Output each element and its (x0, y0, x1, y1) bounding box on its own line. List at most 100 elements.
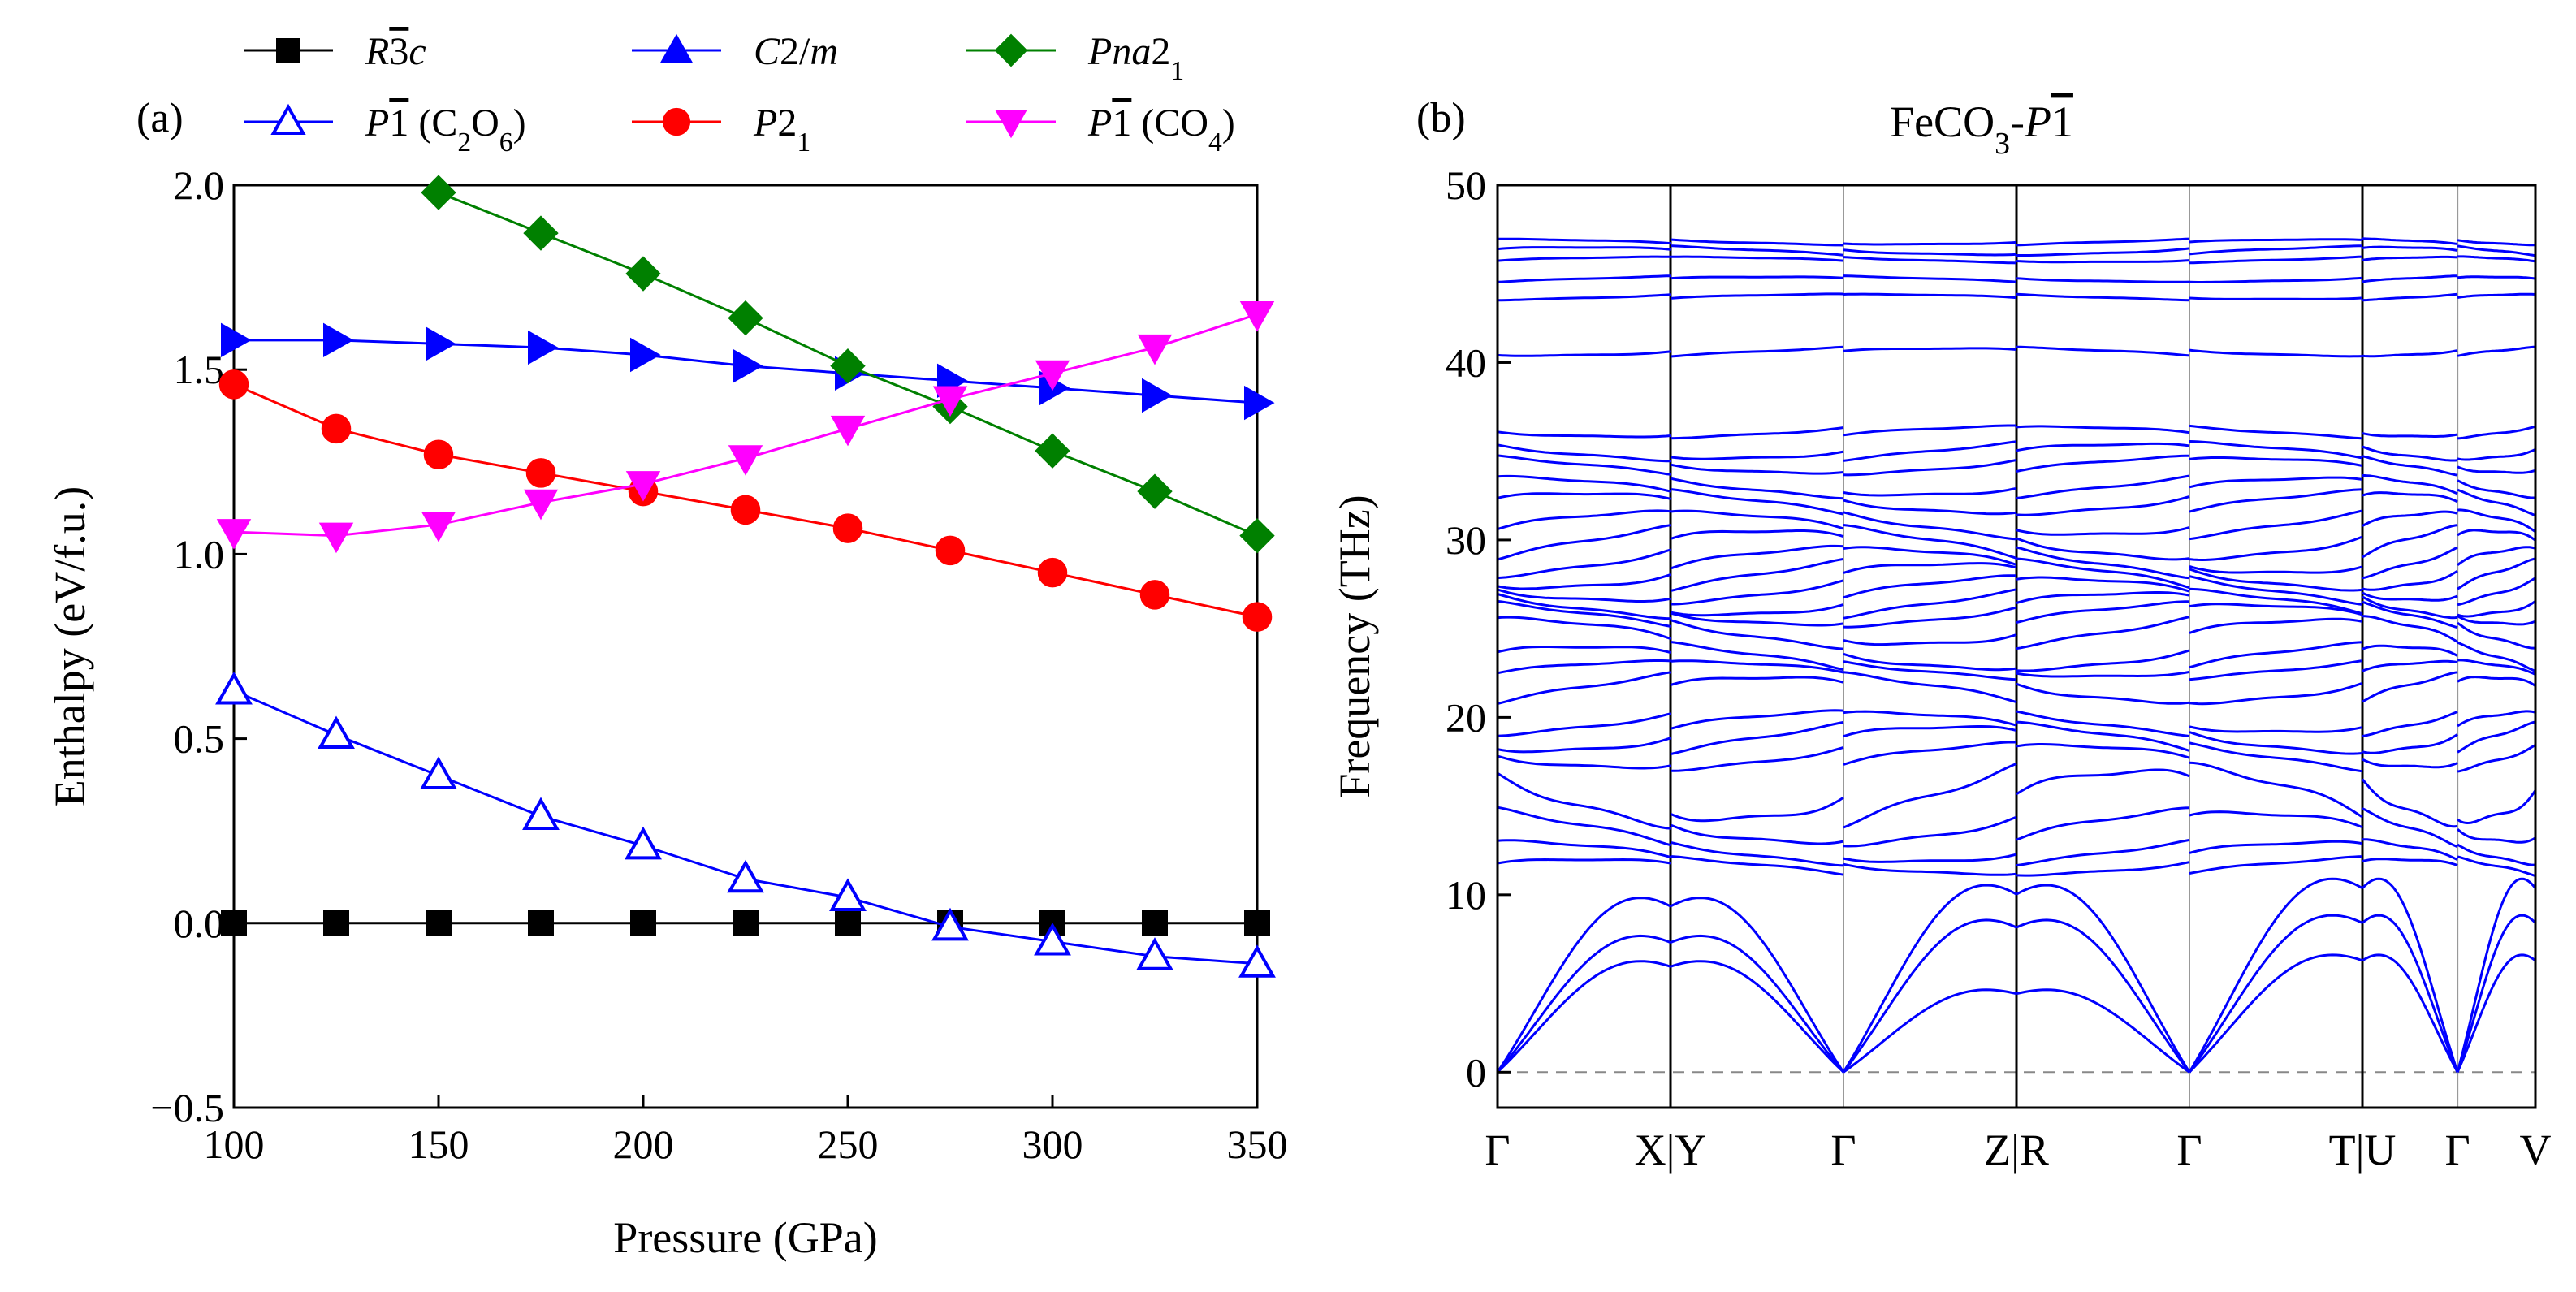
data-point (426, 326, 456, 361)
legend-marker (994, 33, 1028, 67)
data-point (321, 413, 352, 444)
data-point (522, 797, 560, 831)
data-point (1244, 385, 1275, 421)
data-point (728, 445, 763, 476)
series-3 (218, 369, 1273, 632)
optic-branch (1497, 659, 2536, 681)
k-point-label: Γ (1485, 1126, 1510, 1174)
data-point (830, 415, 866, 447)
optic-branch (1497, 641, 2536, 672)
data-point (426, 910, 452, 936)
x-tick-label: 250 (818, 1121, 879, 1167)
y-tick-label: 1.0 (174, 531, 225, 577)
data-point (528, 910, 554, 936)
phonon-dispersion-chart: (b) FeCO3-P1 Γ X|Y Γ Z|R Γ T|U Γ V 0 10 20 30 40 50 Fre… (1330, 95, 2552, 1174)
optic-branch (1497, 761, 2537, 830)
y-tick-label: 20 (1446, 694, 1486, 740)
data-point (727, 859, 764, 893)
x-tick-label: 150 (408, 1121, 469, 1167)
data-point (318, 522, 354, 554)
y-tick-label: 50 (1446, 162, 1486, 208)
data-point (421, 175, 456, 210)
data-point (1137, 473, 1173, 509)
data-point (625, 826, 662, 860)
data-point (1239, 301, 1275, 332)
optic-branch (1498, 292, 2536, 302)
panel-a-label: (a) (136, 95, 184, 141)
data-point (523, 489, 559, 521)
x-tick-label: 300 (1022, 1121, 1083, 1167)
y-tick-label: 0 (1466, 1049, 1486, 1095)
data-point (1136, 937, 1173, 970)
data-point (1035, 360, 1070, 391)
data-point (630, 910, 656, 936)
legend-entry: C2/m (632, 30, 838, 73)
y-axis-label: Frequency (THz) (1330, 495, 1379, 797)
optic-branch (1497, 237, 2535, 247)
data-point (420, 756, 457, 790)
y-tick-label: 0.0 (174, 901, 225, 946)
data-point (525, 458, 556, 488)
data-point (318, 715, 355, 750)
optic-branch (1497, 424, 2536, 440)
data-point (630, 337, 661, 373)
acoustic-branch (1496, 914, 2537, 1074)
optic-branch (1497, 574, 2536, 607)
optic-branch (1497, 244, 2536, 257)
optic-branch (1497, 806, 2536, 849)
optic-branch (1497, 508, 2536, 541)
optic-branch (1497, 454, 2536, 477)
optic-branch (1497, 474, 2535, 500)
data-point (733, 348, 763, 383)
plot-frame (1496, 184, 2537, 1109)
legend-label: Pna21 (1087, 30, 1184, 86)
series-0 (221, 910, 1270, 936)
data-point (1142, 910, 1168, 936)
optic-branch (1497, 440, 2536, 463)
legend-entry: R3c (244, 30, 426, 73)
k-point-label: Γ (1830, 1126, 1856, 1174)
data-point (728, 300, 763, 336)
x-tick-label: 200 (613, 1121, 674, 1167)
legend-label: P1 (CO4) (1087, 102, 1235, 158)
data-point (1238, 944, 1276, 978)
legend-marker (660, 33, 693, 63)
data-point (832, 513, 863, 543)
legend-label: P21 (753, 102, 810, 158)
data-point (733, 910, 759, 936)
data-point (932, 386, 968, 417)
data-point (625, 471, 661, 502)
optic-branch (1497, 720, 2536, 756)
legend-label: C2/m (754, 30, 838, 73)
optic-branch (1497, 345, 2536, 358)
data-point (215, 671, 253, 705)
optic-branch (1497, 488, 2536, 517)
optic-branch (1497, 599, 2536, 629)
data-point (323, 322, 354, 358)
optic-branch (1497, 838, 2535, 867)
legend-entry: Pna21 (966, 30, 1184, 86)
legend-label: P1 (C2O6) (365, 102, 526, 158)
data-point (528, 330, 559, 365)
data-point (1037, 557, 1068, 588)
data-point (1242, 602, 1273, 632)
y-tick-label: 40 (1446, 339, 1486, 385)
data-point (323, 910, 349, 936)
optic-branch (1497, 855, 2536, 877)
legend-marker (662, 107, 691, 136)
k-point-label: Γ (2176, 1126, 2202, 1174)
data-point (218, 369, 249, 400)
y-tick-label: 10 (1446, 872, 1486, 918)
k-point-label: Γ (2445, 1126, 2470, 1174)
y-tick-label: −0.5 (150, 1085, 224, 1130)
legend-entry: P1 (C2O6) (244, 102, 526, 158)
phonon-bands (1496, 237, 2537, 1074)
legend-label: R3c (365, 30, 426, 73)
panel-b-label: (b) (1416, 95, 1466, 141)
x-tick-label: 350 (1227, 1121, 1288, 1167)
data-point (1137, 334, 1173, 365)
data-point (1244, 910, 1270, 936)
legend-marker (270, 103, 306, 135)
data-point (1142, 378, 1173, 413)
legend-marker (995, 110, 1027, 139)
